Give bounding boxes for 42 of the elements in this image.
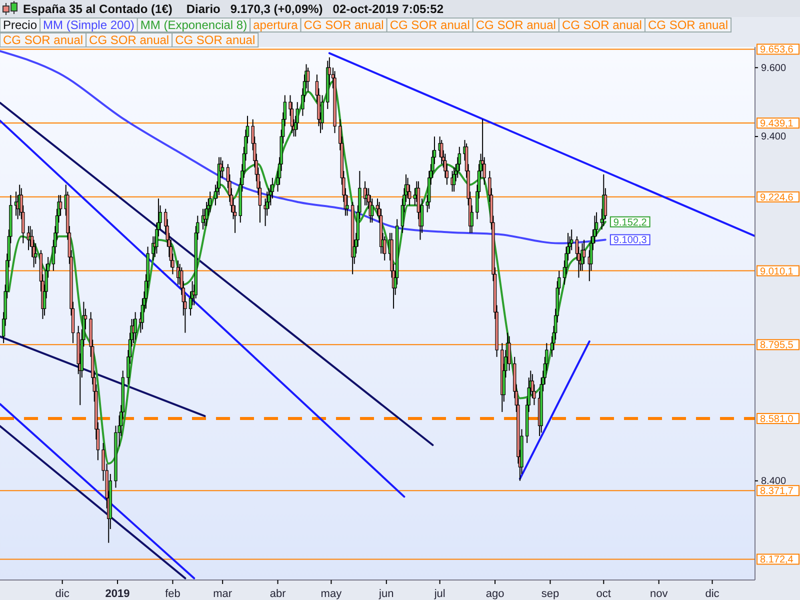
x-tick-label: abr — [270, 588, 286, 600]
x-tick-label: jul — [433, 588, 446, 600]
x-tick-label: may — [320, 588, 342, 600]
text: CG SOR anual — [648, 18, 728, 32]
y-tick-label: 8.400 — [761, 476, 786, 488]
text: Precio — [3, 18, 38, 32]
x-tick-label: mar — [213, 588, 232, 600]
text: MM (Simple 200) — [43, 18, 134, 32]
annotation: CG SOR anual — [175, 33, 256, 47]
annotation: CG SOR anual — [89, 33, 170, 47]
ref-line-label: 9.010,1 — [760, 266, 794, 278]
x-tick-label: feb — [165, 588, 180, 600]
x-tick-label: jun — [378, 588, 394, 600]
x-tick-label: 2019 — [105, 588, 130, 600]
text: MM (Exponencial 8) — [140, 18, 248, 32]
ref-line-label: 9.653,6 — [760, 44, 794, 56]
ref-line-label: 8.172,4 — [760, 554, 794, 566]
candlestick — [306, 67, 310, 92]
data-label: 9.152,2 — [613, 217, 648, 228]
line-series — [0, 50, 606, 244]
x-tick-label: dic — [705, 588, 720, 600]
text: CG SOR anual — [390, 18, 470, 32]
y-tick-label: 9.600 — [761, 62, 786, 74]
ref-line-label: 8.795,5 — [760, 340, 794, 352]
text: CG SOR anual — [304, 18, 384, 32]
text: CG SOR anual — [476, 18, 556, 32]
x-tick-label: ago — [486, 588, 504, 600]
data-label: 9.100,3 — [613, 235, 648, 246]
chart-title: España 35 al Contado (1€) — [23, 2, 172, 16]
annotation: CG SOR anual — [3, 33, 84, 47]
ref-line-label: 9.439,1 — [760, 118, 794, 130]
x-tick-label: nov — [650, 588, 668, 600]
text: CG SOR anual — [562, 18, 642, 32]
text: apertura — [253, 18, 298, 32]
x-tick-label: sep — [541, 588, 560, 600]
x-tick-label: oct — [596, 588, 611, 600]
x-tick-label: dic — [55, 588, 70, 600]
ref-line-label: 9.224,6 — [760, 192, 794, 204]
ref-line-label: 8.371,7 — [760, 486, 794, 498]
y-tick-label: 9.400 — [761, 132, 786, 143]
ref-line-label: 8.581,0 — [760, 414, 794, 426]
chart-subtitle: Diario 9.170,3 (+0,09%) 02-oct-2019 7:05:52 — [186, 2, 444, 16]
